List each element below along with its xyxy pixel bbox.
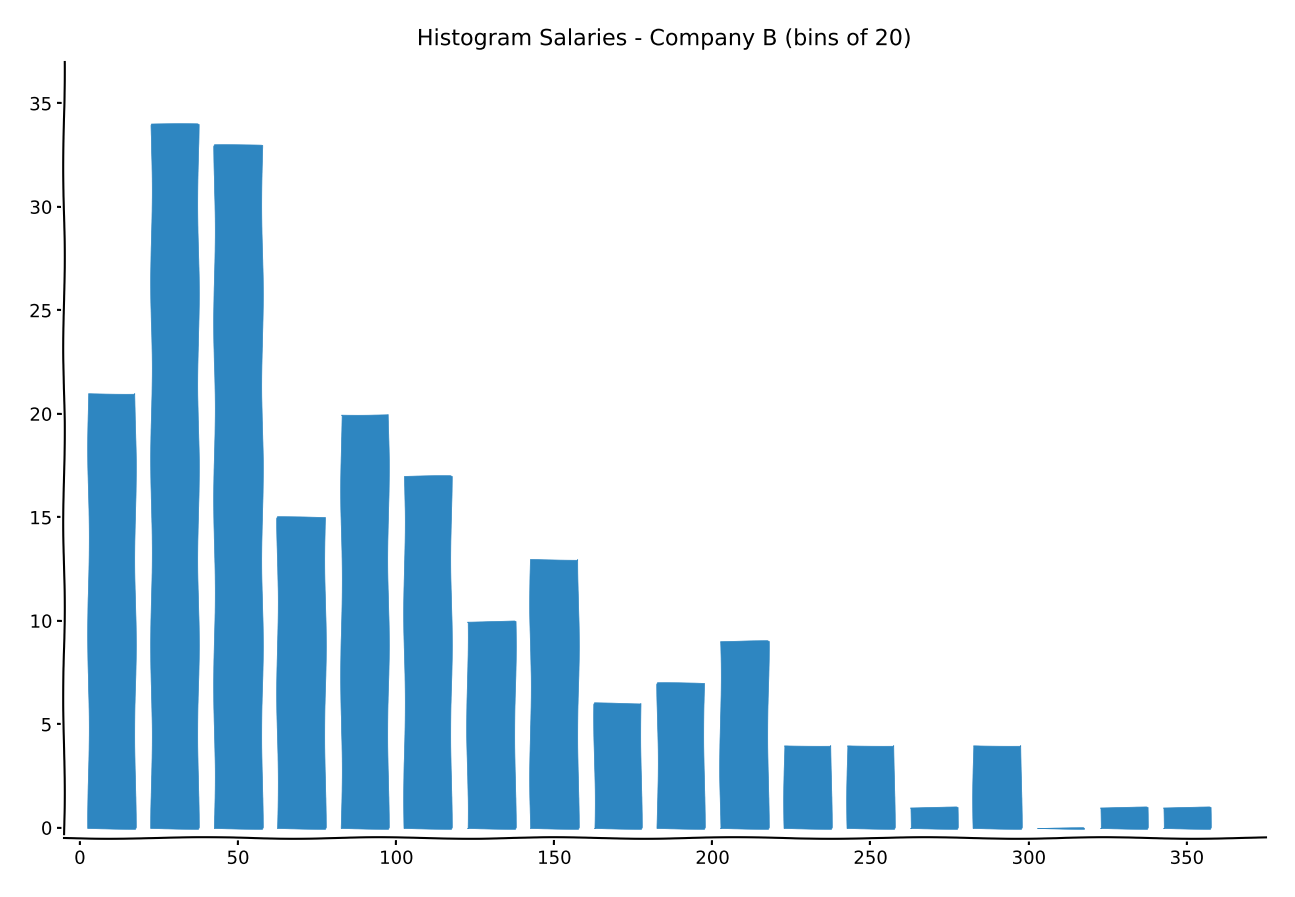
Bar (847, 745, 895, 828)
Bar (974, 745, 1020, 828)
Bar (1163, 807, 1211, 828)
Bar (910, 807, 957, 828)
Bar (152, 124, 198, 828)
Bar (531, 559, 578, 828)
Bar (467, 621, 514, 828)
Bar (277, 518, 325, 828)
Bar (341, 414, 388, 828)
Title: Histogram Salaries - Company B (bins of 20): Histogram Salaries - Company B (bins of … (417, 30, 913, 49)
Bar (593, 703, 641, 828)
Bar (783, 745, 831, 828)
Bar (88, 393, 135, 828)
Bar (404, 475, 452, 828)
Bar (657, 683, 704, 828)
Bar (214, 144, 262, 828)
Bar (720, 641, 768, 828)
Bar (1099, 807, 1147, 828)
